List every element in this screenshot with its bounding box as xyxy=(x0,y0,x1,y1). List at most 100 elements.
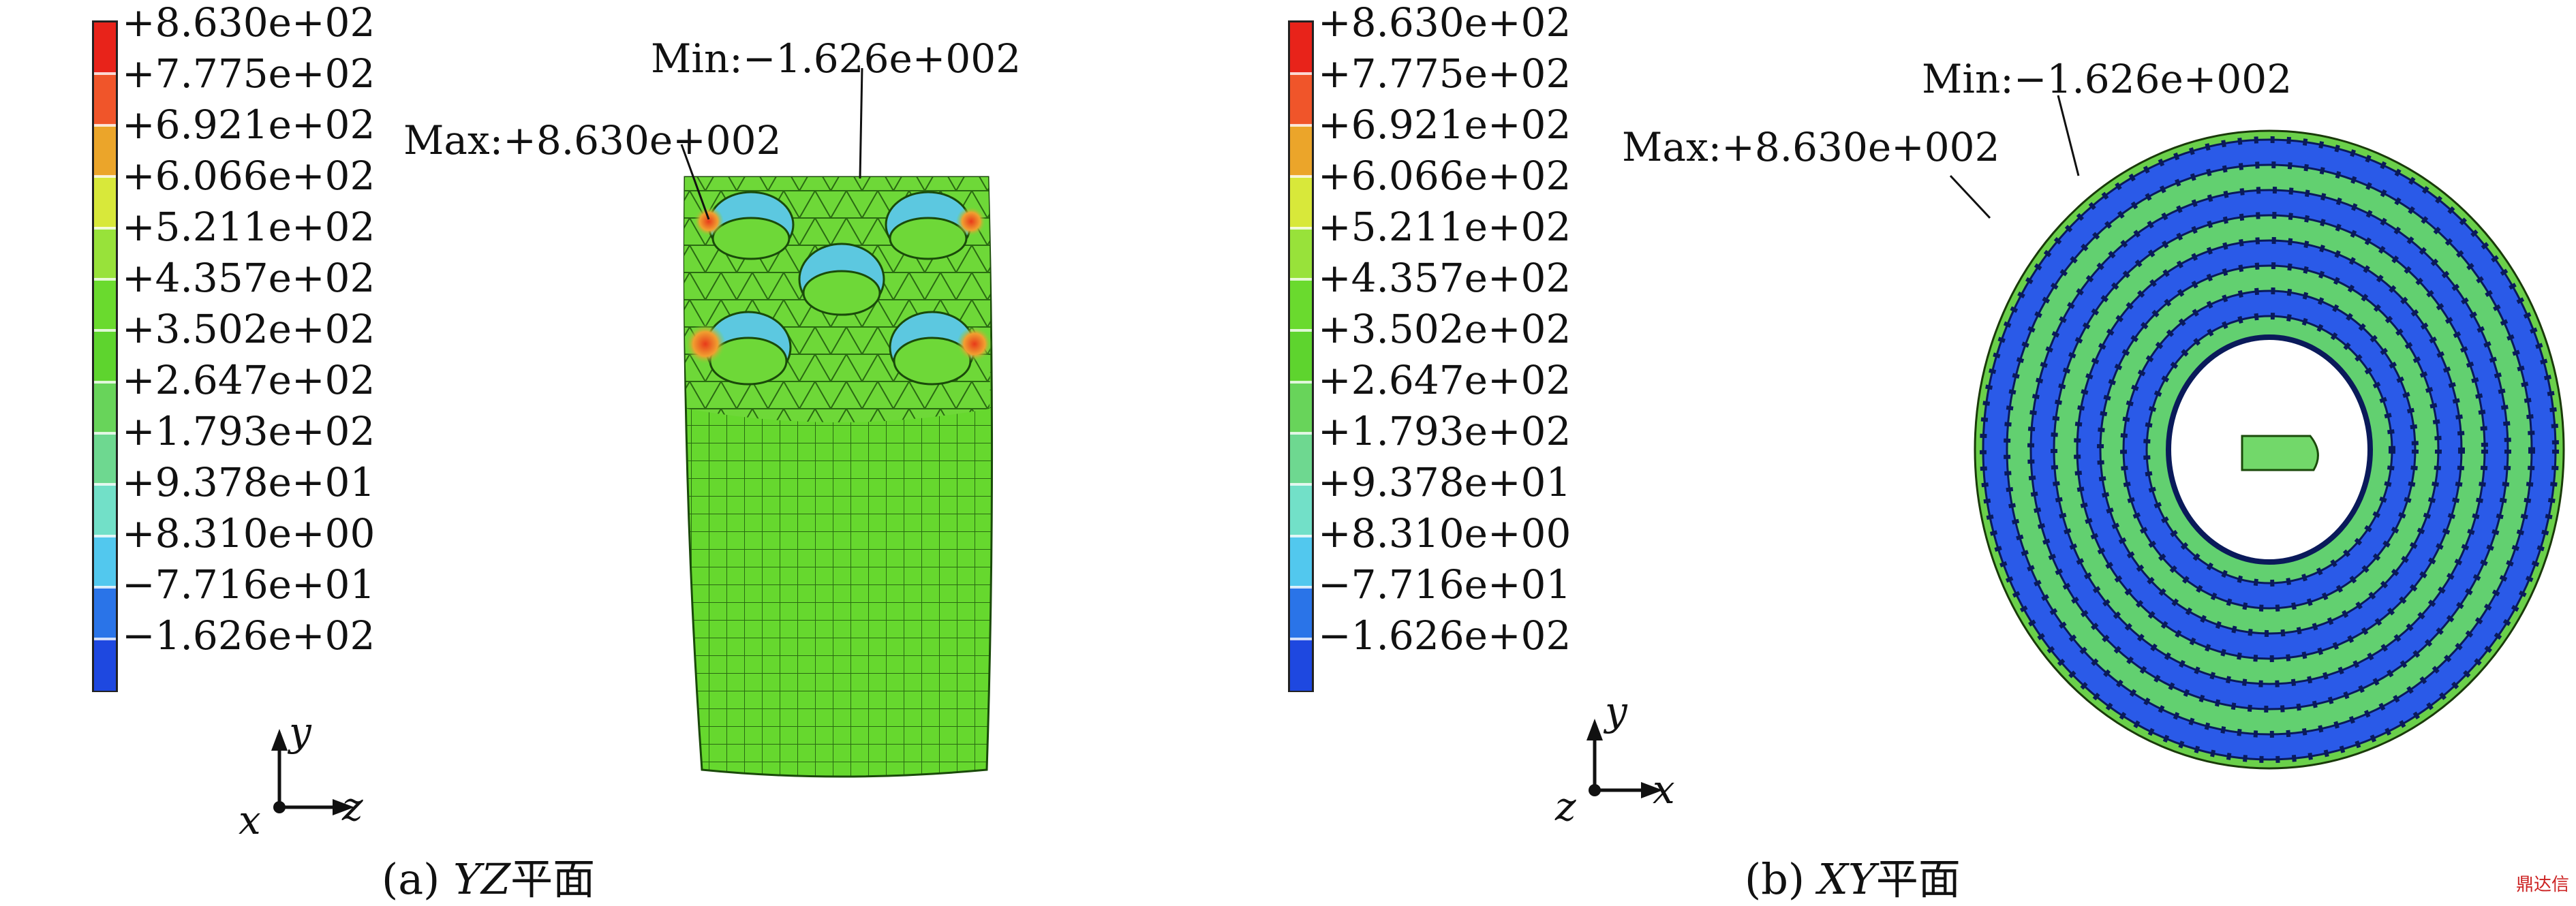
legend-label: +3.502e+02 xyxy=(122,306,375,352)
legend-swatch xyxy=(1290,228,1312,280)
axis-label-up: y xyxy=(289,708,311,755)
legend-separator xyxy=(1290,72,1312,76)
legend-separator xyxy=(94,72,116,76)
spiral-ring-edge xyxy=(2122,290,2417,610)
legend-separator xyxy=(1290,534,1312,537)
legend-label: +8.630e+02 xyxy=(1318,0,1571,46)
legend-label: +8.630e+02 xyxy=(122,0,375,46)
axis-label-up: y xyxy=(1605,688,1627,734)
legend-swatch xyxy=(1290,74,1312,126)
legend-swatch xyxy=(94,279,116,331)
legend-separator xyxy=(1290,175,1312,178)
legend-swatch xyxy=(1290,587,1312,640)
axis-label-out: z xyxy=(1555,783,1576,830)
legend-swatch xyxy=(94,74,116,126)
legend-swatch xyxy=(1290,433,1312,486)
legend-label: +4.357e+02 xyxy=(1318,255,1571,301)
legend-label: +5.211e+02 xyxy=(1318,204,1571,250)
legend-separator xyxy=(94,586,116,589)
axis-triad-b xyxy=(1586,719,1663,798)
legend-swatch xyxy=(94,330,116,383)
legend-separator xyxy=(94,483,116,486)
legend-label: +8.310e+00 xyxy=(1318,510,1571,557)
legend-separator xyxy=(94,432,116,435)
legend-separator xyxy=(1290,277,1312,281)
min-annotation: Min:−1.626e+002 xyxy=(651,35,1022,82)
legend-swatch xyxy=(1290,381,1312,434)
legend-swatch xyxy=(94,433,116,486)
watermark-logo: 鼎达信 xyxy=(2515,875,2569,895)
axis-label-right: x xyxy=(1653,766,1675,813)
legend-label: +6.066e+02 xyxy=(1318,153,1571,199)
legend-label: −7.716e+01 xyxy=(122,561,375,608)
legend-swatch xyxy=(94,228,116,280)
min-annotation: Min:−1.626e+002 xyxy=(1922,56,2293,102)
legend-swatch xyxy=(94,22,116,74)
legend-separator xyxy=(94,175,116,178)
legend-label: +1.793e+02 xyxy=(122,408,375,454)
max-annotation: Max:+8.630e+002 xyxy=(403,117,782,163)
legend-separator xyxy=(94,123,116,127)
legend-swatch xyxy=(94,125,116,177)
legend-swatch xyxy=(1290,535,1312,588)
legend-label: +2.647e+02 xyxy=(122,357,375,403)
legend-separator xyxy=(1290,637,1312,640)
legend-colorbar xyxy=(1288,20,1314,692)
legend-swatch xyxy=(94,484,116,537)
legend-separator xyxy=(1290,586,1312,589)
caption-a: (a) YZ平面 xyxy=(382,854,596,904)
legend-label: +6.921e+02 xyxy=(1318,101,1571,148)
legend-label: −1.626e+02 xyxy=(1318,612,1571,659)
legend-label: +7.775e+02 xyxy=(1318,50,1571,97)
legend-swatch xyxy=(1290,484,1312,537)
legend-label: +3.502e+02 xyxy=(1318,306,1571,352)
max-annotation: Max:+8.630e+002 xyxy=(1622,124,2000,170)
legend-separator xyxy=(94,534,116,537)
legend-label: +6.066e+02 xyxy=(122,153,375,199)
axis-triad-a xyxy=(271,729,354,815)
legend-swatch xyxy=(1290,176,1312,229)
axis-label-right: z xyxy=(342,783,363,830)
legend-separator xyxy=(94,637,116,640)
yz-model xyxy=(271,67,994,815)
legend-swatch xyxy=(1290,638,1312,691)
legend-separator xyxy=(1290,432,1312,435)
legend-label: +4.357e+02 xyxy=(122,255,375,301)
legend-colorbar xyxy=(92,20,118,692)
legend-separator xyxy=(1290,380,1312,384)
spiral-ring-edge xyxy=(2029,189,2509,710)
spiral-ring-edge xyxy=(2099,264,2440,635)
legend-label: +8.310e+00 xyxy=(122,510,375,557)
legend-separator xyxy=(94,329,116,332)
legend-label: +2.647e+02 xyxy=(1318,357,1571,403)
legend-swatch xyxy=(1290,330,1312,383)
legend-separator xyxy=(94,277,116,281)
legend-swatch xyxy=(1290,125,1312,177)
panel-yz: +8.630e+02 +7.775e+02 +6.921e+02 +6.066e+02… xyxy=(0,0,1288,904)
legend-label: −7.716e+01 xyxy=(1318,561,1571,608)
legend-label: +9.378e+01 xyxy=(122,459,375,505)
bolt-holes xyxy=(705,191,976,386)
legend-swatch xyxy=(94,587,116,640)
spiral-ring-edge xyxy=(2076,239,2463,660)
legend-separator xyxy=(1290,483,1312,486)
spiral-ring-edge xyxy=(2145,315,2393,584)
axis-label-out: x xyxy=(239,797,261,843)
legend-swatch xyxy=(94,535,116,588)
caption-b: (b) XY平面 xyxy=(1745,854,1961,904)
legend-label: +9.378e+01 xyxy=(1318,459,1571,505)
spiral-end-tab xyxy=(2241,435,2319,471)
panel-xy: +8.630e+02 +7.775e+02 +6.921e+02 +6.066e+02… xyxy=(1288,0,2576,904)
spiral-ring-edge xyxy=(1982,138,2557,761)
legend-separator xyxy=(1290,329,1312,332)
spiral-ring-edge xyxy=(2053,214,2486,685)
legend-separator xyxy=(94,226,116,230)
legend-swatch xyxy=(94,638,116,691)
legend-swatch xyxy=(94,381,116,434)
legend-label: +5.211e+02 xyxy=(122,204,375,250)
xy-spiral-model xyxy=(1586,95,2565,798)
legend-separator xyxy=(1290,123,1312,127)
legend-label: +6.921e+02 xyxy=(122,101,375,148)
legend-label: −1.626e+02 xyxy=(122,612,375,659)
legend-label: +1.793e+02 xyxy=(1318,408,1571,454)
